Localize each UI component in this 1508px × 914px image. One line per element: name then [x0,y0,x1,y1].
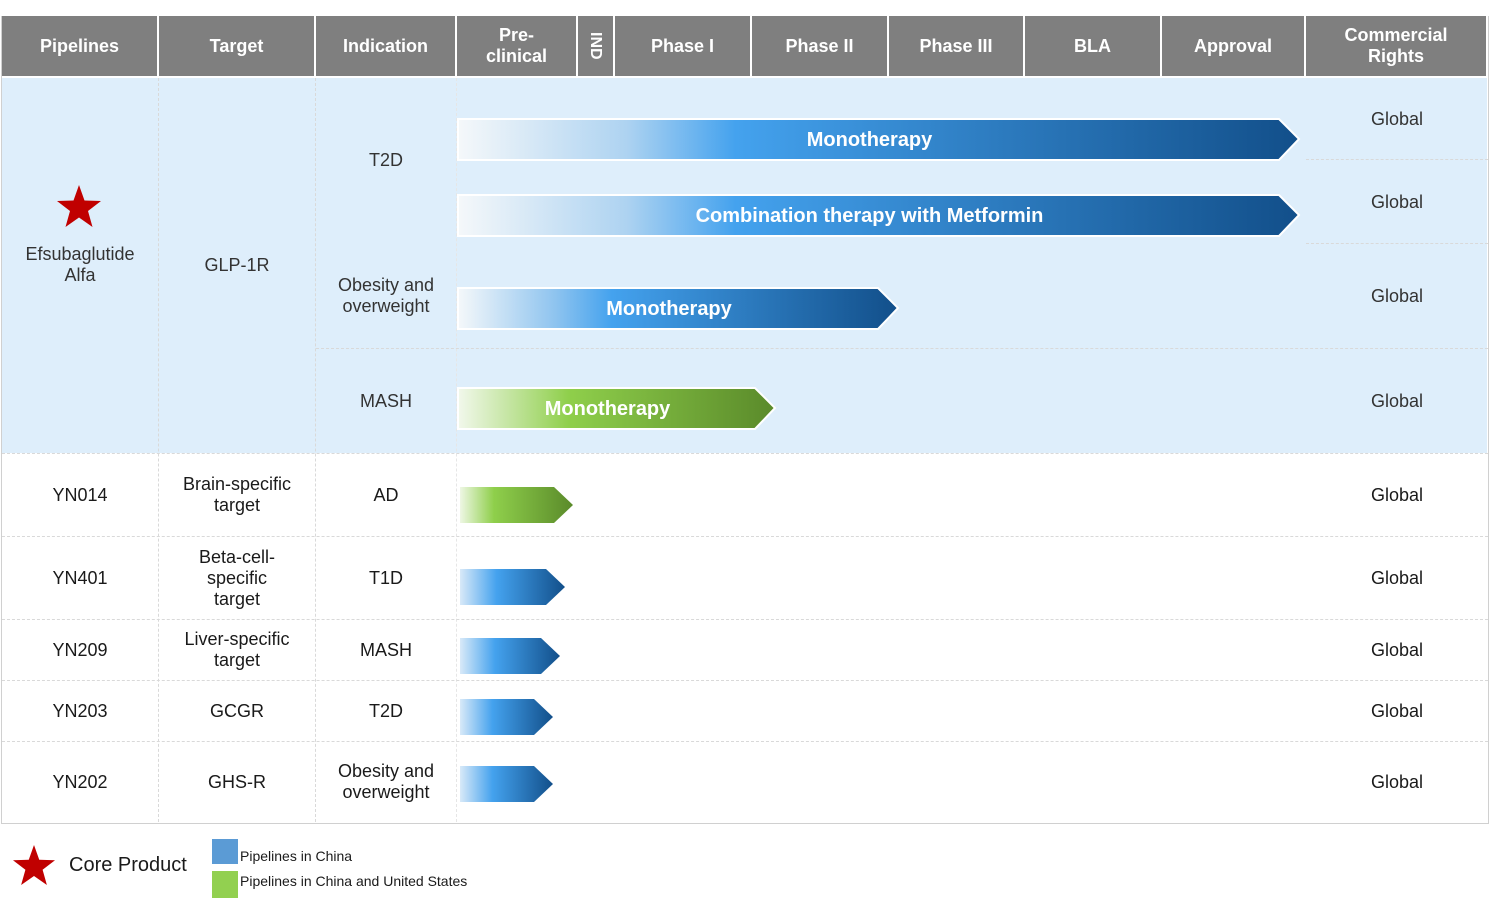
header-column-label: Approval [1193,35,1272,56]
bar-t2d-monotherapy [457,118,1301,161]
rights-value: Global [1370,700,1424,721]
pipeline-target: GCGR [210,700,264,721]
pipeline-indication: T1D [368,567,403,588]
pipeline-target: Liver-specific target [184,629,290,670]
bar-obesity-monotherapy [457,287,900,330]
legend-china-us-swatch [212,871,238,898]
pipeline-bar [460,766,553,802]
legend-china-swatch [212,839,238,864]
pipeline-target: Beta-cell- specific target [198,546,276,609]
header-column: IND [578,16,615,76]
header-column: Phase I [615,16,752,76]
rights-value: Global [1370,191,1424,212]
pipeline-name: YN401 [52,567,108,588]
column-divider [315,78,316,822]
core-product-target: GLP-1R [204,254,270,275]
bar-label: Monotherapy [606,297,732,320]
indication-obesity: Obesity and overweight [337,275,435,316]
pipeline-indication: AD [373,484,399,505]
bar-t2d-combination [457,194,1301,237]
column-divider [158,78,159,822]
rights-value: Global [1370,390,1424,411]
legend-star-icon [13,844,55,886]
header-column: Phase III [889,16,1025,76]
row-divider [316,348,1488,349]
row-divider [2,453,1488,454]
header-column-label: Pipelines [39,35,120,56]
rights-value: Global [1370,771,1424,792]
bar-label: Monotherapy [806,128,933,151]
header-column-label: Pre- clinical [485,25,548,66]
header-column-label: Commercial Rights [1344,25,1448,66]
header-column-label: Indication [343,35,428,56]
table-frame [1,16,1489,824]
row-divider [2,741,1488,742]
pipeline-indication: Obesity and overweight [337,761,435,802]
pipeline-indication: T2D [368,700,403,721]
header-column-label: Phase II [785,35,854,56]
pipeline-indication: MASH [359,639,412,660]
rights-value: Global [1370,484,1424,505]
header-column: Indication [316,16,457,76]
rights-value: Global [1370,108,1424,129]
pipeline-name: YN209 [52,639,108,660]
bar-label: Monotherapy [544,397,671,420]
indication-mash: MASH [359,390,412,411]
bar-mash-monotherapy [457,387,777,430]
header-column-label: IND [587,32,604,60]
pipeline-target: Brain-specific target [182,474,292,515]
pipeline-target: GHS-R [208,771,266,792]
rights-value: Global [1370,285,1424,306]
row-divider [1306,159,1488,160]
header-column: Commercial Rights [1306,16,1488,76]
rights-value: Global [1370,567,1424,588]
core-product-star-icon [57,185,101,227]
pipeline-bar [460,699,553,735]
rights-value: Global [1370,639,1424,660]
row-divider [1306,243,1488,244]
row-divider [2,680,1488,681]
legend-china-label: Pipelines in China [240,848,353,864]
header-column: Target [159,16,316,76]
header-column-label: Target [209,35,264,56]
header-column: Pre- clinical [457,16,578,76]
bar-label: Combination therapy with Metformin [695,204,1044,227]
header-column: Approval [1162,16,1306,76]
pipeline-name: YN014 [52,484,108,505]
pipeline-name: YN202 [52,771,108,792]
row-divider [2,536,1488,537]
pipeline-bar [460,638,560,674]
pipeline-bar [460,569,565,605]
header-column: BLA [1025,16,1162,76]
column-divider [456,78,457,822]
row-divider [2,619,1488,620]
header-column-label: BLA [1074,35,1111,56]
indication-t2d: T2D [368,149,403,170]
header-column-label: Phase I [650,35,715,56]
legend-core-product-label: Core Product [69,854,187,876]
legend-china-us-label: Pipelines in China and United States [240,873,468,889]
header-column: Phase II [752,16,889,76]
pipeline-bar [460,487,573,523]
core-product-name: Efsubaglutide Alfa [25,244,135,285]
header-column-label: Phase III [919,35,993,56]
pipeline-name: YN203 [52,700,108,721]
header-column: Pipelines [2,16,159,76]
